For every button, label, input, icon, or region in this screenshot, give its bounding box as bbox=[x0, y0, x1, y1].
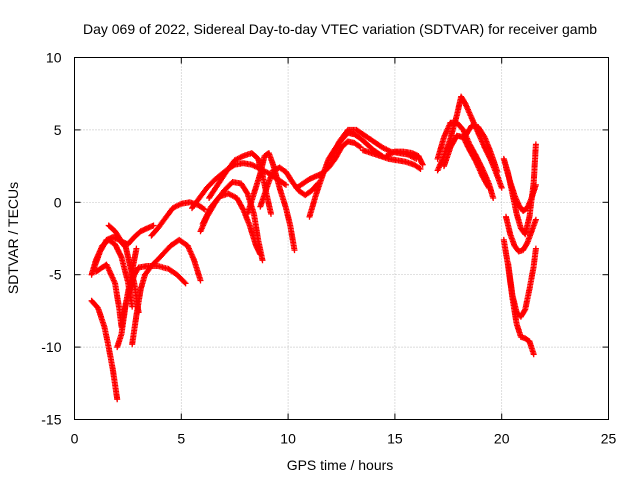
data-point-marker bbox=[201, 217, 208, 223]
series-track-19 bbox=[383, 148, 426, 168]
data-point-marker bbox=[257, 251, 264, 258]
data-point-marker bbox=[332, 146, 339, 153]
series-track-11 bbox=[199, 190, 264, 258]
data-point-marker bbox=[203, 213, 210, 219]
data-point-marker bbox=[417, 166, 424, 172]
data-point-marker bbox=[485, 184, 492, 191]
data-point-marker bbox=[419, 161, 426, 168]
y-axis-title: SDTVAR / TECUs bbox=[5, 182, 21, 294]
data-point-marker bbox=[532, 216, 539, 223]
data-point-marker bbox=[200, 205, 207, 212]
data-point-marker bbox=[523, 241, 530, 248]
series-track-05 bbox=[105, 222, 157, 248]
y-tick-label: 5 bbox=[54, 122, 62, 138]
series-track-28 bbox=[505, 245, 539, 320]
data-point-marker bbox=[532, 181, 539, 188]
data-point-marker bbox=[239, 205, 246, 212]
data-point-marker bbox=[129, 303, 136, 310]
data-point-marker bbox=[416, 165, 423, 172]
series-track-18 bbox=[359, 147, 424, 172]
series-track-07 bbox=[129, 236, 204, 348]
series-track-01 bbox=[88, 297, 121, 403]
data-point-marker bbox=[181, 279, 188, 286]
data-point-marker bbox=[461, 99, 468, 106]
y-tick-label: -5 bbox=[49, 267, 62, 283]
x-tick-label: 5 bbox=[177, 431, 185, 447]
data-point-marker bbox=[472, 157, 479, 164]
data-point-marker bbox=[182, 280, 189, 287]
data-point-marker bbox=[498, 184, 505, 191]
x-axis-title: GPS time / hours bbox=[287, 457, 394, 473]
x-tick-label: 20 bbox=[494, 431, 510, 447]
plot-frame bbox=[74, 57, 609, 420]
data-point-marker bbox=[268, 210, 274, 217]
y-tick-label: -10 bbox=[41, 339, 61, 355]
data-point-marker bbox=[201, 206, 208, 213]
data-point-marker bbox=[532, 141, 539, 148]
data-point-marker bbox=[530, 351, 537, 358]
series-track-27 bbox=[500, 236, 537, 358]
data-point-marker bbox=[461, 136, 468, 143]
data-point-marker bbox=[532, 245, 539, 252]
x-tick-label: 10 bbox=[280, 431, 296, 447]
data-point-marker bbox=[259, 257, 266, 264]
series-track-23 bbox=[462, 122, 501, 175]
x-tick-label: 0 bbox=[71, 431, 79, 447]
x-tick-label: 25 bbox=[601, 431, 617, 447]
series-track-26 bbox=[503, 213, 539, 255]
data-point-marker bbox=[490, 195, 497, 201]
data-point-marker bbox=[329, 153, 336, 160]
chart-title: Day 069 of 2022, Sidereal Day-to-day VTE… bbox=[83, 21, 597, 37]
data-point-marker bbox=[521, 307, 528, 314]
y-tick-label: 0 bbox=[54, 194, 62, 210]
data-point-marker bbox=[114, 396, 121, 403]
series-track-22 bbox=[441, 132, 492, 191]
series-track-06 bbox=[114, 263, 189, 351]
axis-ticks: 0 5 10 15 20 25 -15 -10 -5 0 5 10 bbox=[41, 50, 616, 447]
x-tick-label: 15 bbox=[387, 431, 403, 447]
data-point-marker bbox=[356, 143, 363, 150]
y-tick-label: -15 bbox=[41, 412, 61, 428]
series-track-13 bbox=[244, 150, 298, 254]
data-point-marker bbox=[494, 168, 501, 175]
series-track-25 bbox=[503, 164, 539, 214]
data-point-marker bbox=[283, 181, 289, 188]
data-point-marker bbox=[281, 181, 288, 188]
data-point-marker bbox=[133, 245, 140, 252]
series-track-08 bbox=[148, 199, 208, 239]
data-point-marker bbox=[197, 277, 204, 284]
series-track-12 bbox=[206, 150, 274, 217]
data-point-marker bbox=[291, 247, 298, 254]
y-tick-label: 10 bbox=[46, 50, 62, 66]
data-point-marker bbox=[150, 222, 157, 229]
data-point-marker bbox=[243, 189, 250, 196]
data-point-marker bbox=[485, 183, 492, 190]
data-points bbox=[88, 93, 539, 403]
